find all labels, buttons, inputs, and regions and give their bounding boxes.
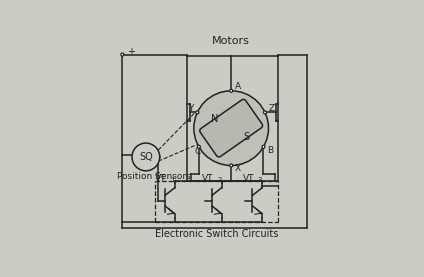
- Text: 3: 3: [258, 177, 262, 183]
- Circle shape: [230, 89, 233, 92]
- Circle shape: [132, 143, 160, 171]
- Circle shape: [263, 111, 267, 114]
- Text: 1: 1: [170, 177, 175, 183]
- Text: 2: 2: [217, 177, 222, 183]
- Text: VT: VT: [243, 174, 254, 183]
- Text: SQ: SQ: [139, 152, 153, 162]
- Circle shape: [196, 111, 199, 114]
- Text: Z: Z: [269, 104, 275, 113]
- Text: +: +: [127, 47, 135, 57]
- Text: B: B: [267, 145, 273, 155]
- Text: C: C: [195, 147, 201, 156]
- Text: VT: VT: [202, 174, 213, 183]
- Circle shape: [194, 91, 268, 165]
- Text: Y: Y: [188, 104, 193, 113]
- FancyBboxPatch shape: [200, 99, 262, 157]
- Text: A: A: [235, 83, 241, 91]
- Text: Electronic Switch Circuits: Electronic Switch Circuits: [154, 229, 278, 239]
- Text: S: S: [243, 132, 249, 142]
- Text: VT: VT: [155, 174, 167, 183]
- Text: X: X: [235, 164, 241, 173]
- Text: Position Sensors: Position Sensors: [117, 172, 191, 181]
- Circle shape: [197, 145, 200, 148]
- Circle shape: [262, 145, 265, 148]
- Circle shape: [121, 53, 124, 56]
- Circle shape: [230, 164, 233, 167]
- Text: Motors: Motors: [212, 36, 250, 46]
- Text: N: N: [212, 114, 219, 124]
